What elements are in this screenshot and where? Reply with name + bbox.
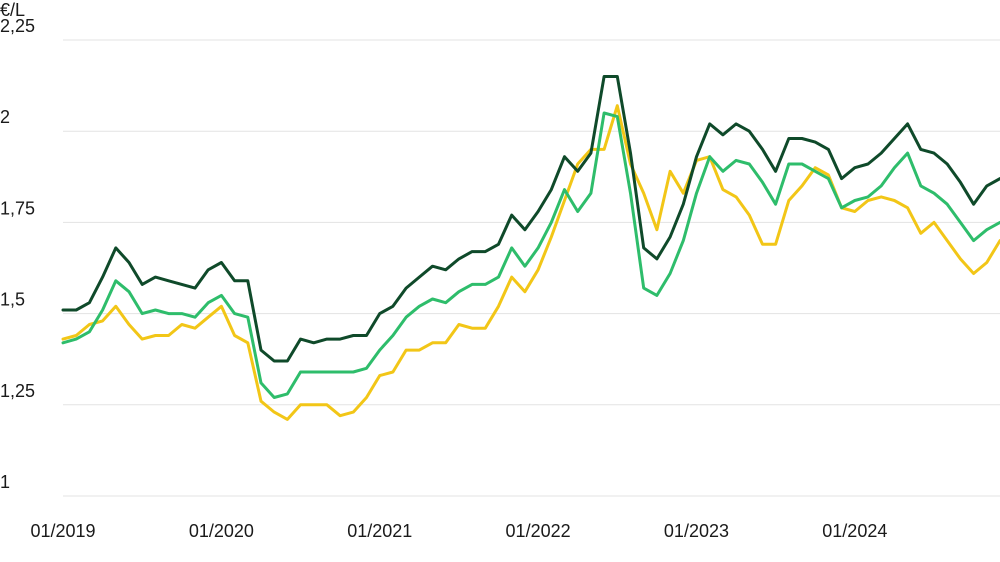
series-line-2	[61, 104, 1000, 421]
y-tick-label: 1	[0, 472, 10, 492]
x-tick-label: 01/2020	[189, 521, 254, 541]
x-axis-ticks: 01/2019 01/2020 01/2021 01/2022 01/2023 01/20…	[30, 521, 887, 541]
series-line-1	[61, 111, 1000, 399]
x-tick-label: 01/2024	[822, 521, 887, 541]
series-line-0	[61, 75, 1000, 363]
x-tick-label: 01/2019	[30, 521, 95, 541]
x-tick-label: 01/2022	[506, 521, 571, 541]
gridlines	[63, 39, 1000, 497]
y-tick-label: 1,25	[0, 381, 35, 401]
x-tick-label: 01/2023	[664, 521, 729, 541]
y-tick-label: 1,5	[0, 290, 25, 310]
series-lines	[61, 75, 1000, 421]
y-tick-label: 2	[0, 107, 10, 127]
y-tick-label: 1,75	[0, 198, 35, 218]
y-tick-label: 2,25	[0, 16, 35, 36]
y-axis-ticks: 2,25 2 1,75 1,5 1,25 1	[0, 16, 35, 492]
x-tick-label: 01/2021	[347, 521, 412, 541]
y-axis-unit-label: €/L	[0, 0, 25, 20]
